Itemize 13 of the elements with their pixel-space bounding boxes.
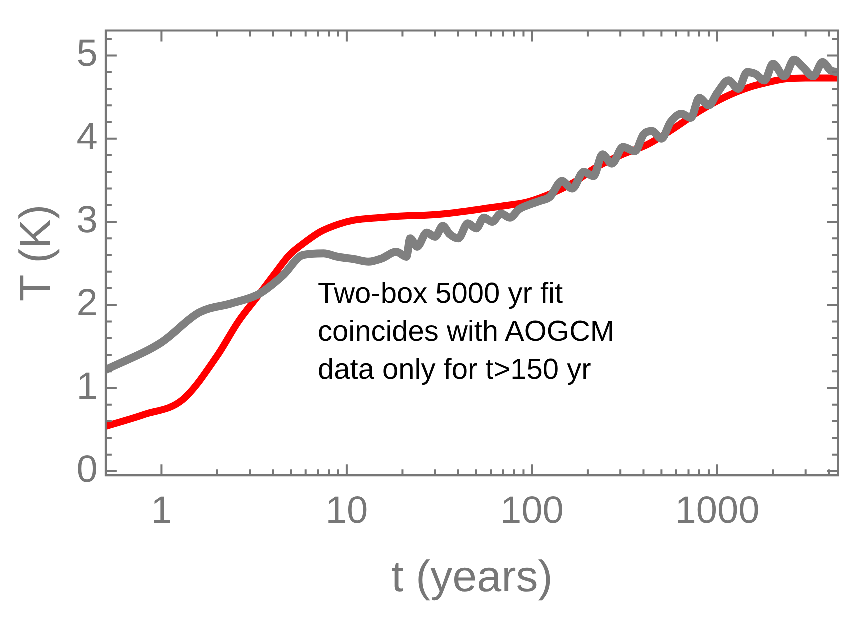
y-tick-label: 3	[76, 200, 98, 242]
x-tick-label: 100	[500, 490, 564, 532]
x-tick-label: 1000	[675, 490, 760, 532]
annotation: Two-box 5000 yr fit coincides with AOGCM data only for t>150 yr	[318, 277, 616, 388]
x-axis-title: t (years)	[392, 552, 553, 602]
x-tick-label: 10	[326, 490, 368, 532]
y-axis-title: T (K)	[12, 204, 61, 302]
y-tick-label: 2	[76, 282, 98, 325]
y-tick-label: 1	[76, 366, 98, 408]
y-tick-label: 0	[76, 448, 98, 491]
y-tick-label: 5	[76, 33, 98, 76]
x-tick-label: 1	[151, 490, 172, 532]
y-tick-label: 4	[76, 116, 98, 158]
